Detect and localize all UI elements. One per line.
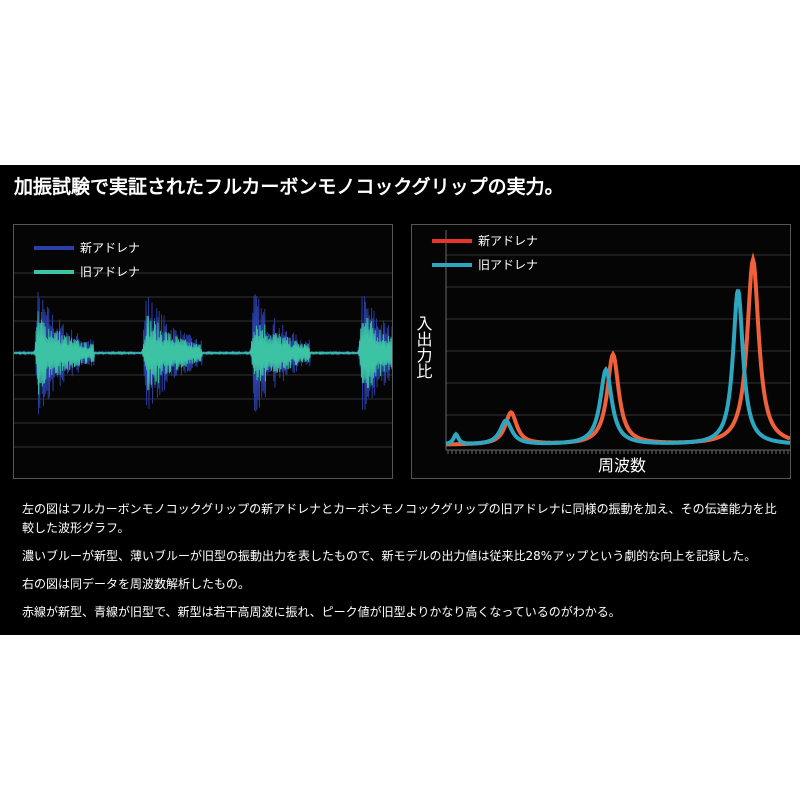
legend-label: 新アドレナ xyxy=(478,234,538,248)
paragraph: 右の図は同データを周波数解析したもの。 xyxy=(22,577,251,591)
legend-label: 旧アドレナ xyxy=(80,265,140,279)
paragraph: 赤線が新型、青線が旧型で、新型は若干高周波に振れ、ピーク値が旧型よりかなり高くな… xyxy=(22,605,621,619)
paragraph: 濃いブルーが新型、薄いブルーが旧型の振動出力を表したもので、新モデルの出力値は従… xyxy=(22,549,757,563)
spectrum-line xyxy=(445,289,791,446)
waveform-panel: 新アドレナ旧アドレナ xyxy=(13,224,394,479)
headline: 加振試験で実証されたフルカーボンモノコックグリップの実力。 xyxy=(14,176,564,198)
legend-label: 新アドレナ xyxy=(80,241,140,255)
waveform xyxy=(13,311,394,395)
paragraph: 左の図はフルカーボンモノコックグリップの新アドレナとカーボンモノコックグリップの… xyxy=(22,502,777,535)
spectrum-line xyxy=(445,252,791,447)
y-axis-label: 入出力比 xyxy=(414,315,433,379)
spectrum-panel: 新アドレナ旧アドレナ入出力比周波数 xyxy=(411,224,791,479)
description: 左の図はフルカーボンモノコックグリップの新アドレナとカーボンモノコックグリップの… xyxy=(22,500,782,631)
x-axis-label: 周波数 xyxy=(598,456,646,475)
legend-label: 旧アドレナ xyxy=(478,258,538,272)
